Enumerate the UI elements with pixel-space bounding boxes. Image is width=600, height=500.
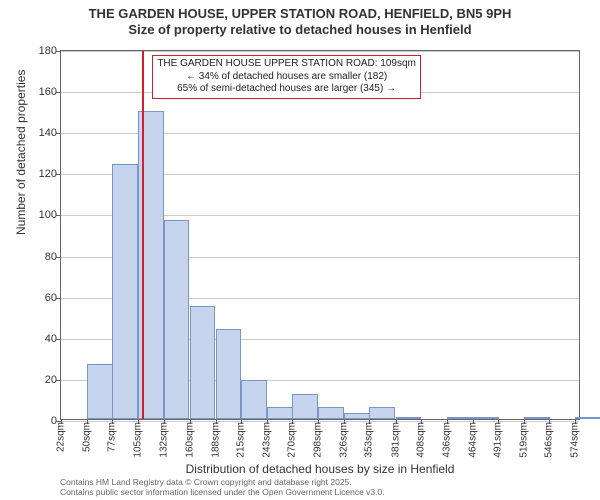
plot-area: 02040608010012014016018022sqm50sqm77sqm1…: [60, 50, 580, 420]
y-tick-label: 60: [45, 292, 61, 304]
x-tick-label: 270sqm: [287, 419, 298, 458]
x-tick-label: 298sqm: [313, 419, 324, 458]
y-tick-label: 120: [39, 168, 61, 180]
x-tick-label: 105sqm: [133, 419, 144, 458]
x-tick-label: 519sqm: [519, 419, 530, 458]
x-tick-label: 132sqm: [158, 419, 169, 458]
histogram-bar: [87, 364, 113, 420]
x-tick-label: 160sqm: [184, 419, 195, 458]
x-tick-label: 22sqm: [56, 419, 67, 452]
histogram-bar: [369, 407, 395, 419]
gridline: [61, 51, 579, 52]
x-tick-label: 546sqm: [544, 419, 555, 458]
x-tick-label: 326sqm: [339, 419, 350, 458]
histogram-bar: [292, 394, 318, 419]
histogram-bar: [267, 407, 293, 419]
x-tick-label: 408sqm: [415, 419, 426, 458]
histogram-bar: [318, 407, 344, 419]
x-tick-label: 436sqm: [441, 419, 452, 458]
subject-marker-line: [142, 51, 144, 419]
x-tick-label: 381sqm: [390, 419, 401, 458]
y-tick-label: 180: [39, 45, 61, 57]
title-line-2: Size of property relative to detached ho…: [0, 22, 600, 38]
histogram-chart: THE GARDEN HOUSE, UPPER STATION ROAD, HE…: [0, 0, 600, 500]
histogram-bar: [112, 164, 138, 419]
annotation-box: THE GARDEN HOUSE UPPER STATION ROAD: 109…: [152, 55, 421, 99]
chart-title: THE GARDEN HOUSE, UPPER STATION ROAD, HE…: [0, 0, 600, 39]
x-tick-label: 464sqm: [467, 419, 478, 458]
histogram-bar: [190, 306, 216, 419]
title-line-1: THE GARDEN HOUSE, UPPER STATION ROAD, HE…: [0, 6, 600, 22]
footnote-line-2: Contains public sector information licen…: [60, 488, 385, 498]
y-tick-label: 80: [45, 251, 61, 263]
y-tick-label: 100: [39, 209, 61, 221]
x-tick-label: 353sqm: [364, 419, 375, 458]
y-tick-label: 20: [45, 374, 61, 386]
x-tick-label: 215sqm: [235, 419, 246, 458]
y-axis-label: Number of detached properties: [14, 70, 28, 235]
histogram-bar: [241, 380, 267, 419]
annotation-line: ← 34% of detached houses are smaller (18…: [157, 71, 416, 84]
x-tick-label: 77sqm: [107, 419, 118, 452]
y-tick-label: 40: [45, 333, 61, 345]
x-tick-label: 574sqm: [570, 419, 581, 458]
histogram-bar: [164, 220, 190, 419]
annotation-line: THE GARDEN HOUSE UPPER STATION ROAD: 109…: [157, 58, 416, 71]
annotation-line: 65% of semi-detached houses are larger (…: [157, 83, 416, 96]
y-tick-label: 160: [39, 86, 61, 98]
histogram-bar: [216, 329, 242, 419]
x-tick-label: 188sqm: [210, 419, 221, 458]
y-tick-label: 140: [39, 127, 61, 139]
x-tick-label: 491sqm: [493, 419, 504, 458]
x-axis-label: Distribution of detached houses by size …: [60, 462, 580, 476]
x-tick-label: 50sqm: [82, 419, 93, 452]
x-tick-label: 243sqm: [261, 419, 272, 458]
chart-footnote: Contains HM Land Registry data © Crown c…: [60, 478, 385, 498]
